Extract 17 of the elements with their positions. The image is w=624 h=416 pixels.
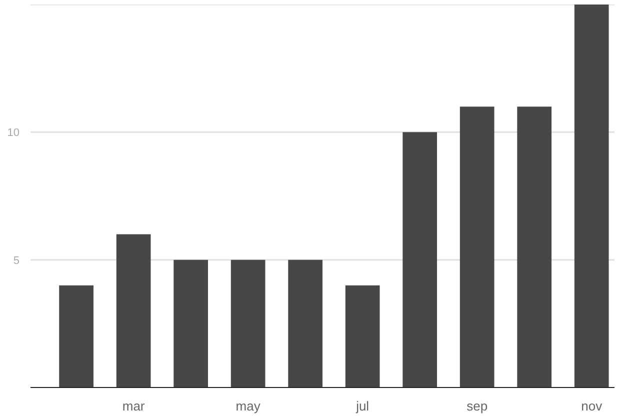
x-tick-label: sep <box>466 398 488 414</box>
bar <box>345 285 380 388</box>
bar <box>574 4 609 388</box>
bar <box>402 132 438 388</box>
bar <box>116 234 151 388</box>
bar <box>288 260 322 388</box>
y-tick-label: 5 <box>13 254 20 267</box>
x-tick-label: jul <box>355 398 370 414</box>
bar <box>230 260 266 388</box>
bar <box>460 106 494 388</box>
bar <box>174 260 208 388</box>
bar <box>59 285 94 388</box>
y-tick-label: 10 <box>7 127 20 140</box>
x-tick-label: mar <box>122 398 146 414</box>
x-tick-label: may <box>236 398 261 414</box>
bar <box>517 106 552 388</box>
x-tick-label: nov <box>581 398 603 414</box>
